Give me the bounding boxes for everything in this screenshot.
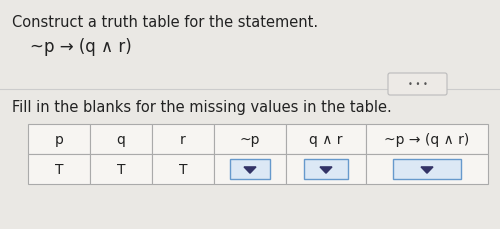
- Bar: [230, 160, 270, 179]
- Text: ~p → (q ∧ r): ~p → (q ∧ r): [30, 38, 132, 56]
- Polygon shape: [320, 167, 332, 173]
- Bar: [286, 154, 366, 184]
- Text: Fill in the blanks for the missing values in the table.: Fill in the blanks for the missing value…: [12, 100, 392, 114]
- Bar: [214, 124, 286, 154]
- Text: T: T: [55, 162, 63, 176]
- Bar: [286, 124, 366, 154]
- Text: ~p → (q ∧ r): ~p → (q ∧ r): [384, 132, 470, 146]
- Bar: [90, 154, 152, 184]
- Text: ~p: ~p: [240, 132, 260, 146]
- Polygon shape: [244, 167, 256, 173]
- Bar: [28, 154, 90, 184]
- Bar: [366, 154, 488, 184]
- FancyBboxPatch shape: [388, 74, 447, 95]
- Bar: [366, 124, 488, 154]
- Polygon shape: [421, 167, 433, 173]
- Text: q: q: [116, 132, 126, 146]
- Text: T: T: [117, 162, 125, 176]
- Bar: [304, 160, 348, 179]
- Text: q ∧ r: q ∧ r: [309, 132, 343, 146]
- Bar: [214, 154, 286, 184]
- Bar: [152, 124, 214, 154]
- Text: p: p: [54, 132, 64, 146]
- Text: • • •: • • •: [408, 80, 428, 89]
- Text: r: r: [180, 132, 186, 146]
- Bar: [90, 124, 152, 154]
- Bar: [394, 160, 460, 179]
- Bar: [28, 124, 90, 154]
- Bar: [152, 154, 214, 184]
- Text: Construct a truth table for the statement.: Construct a truth table for the statemen…: [12, 15, 318, 30]
- Text: T: T: [179, 162, 187, 176]
